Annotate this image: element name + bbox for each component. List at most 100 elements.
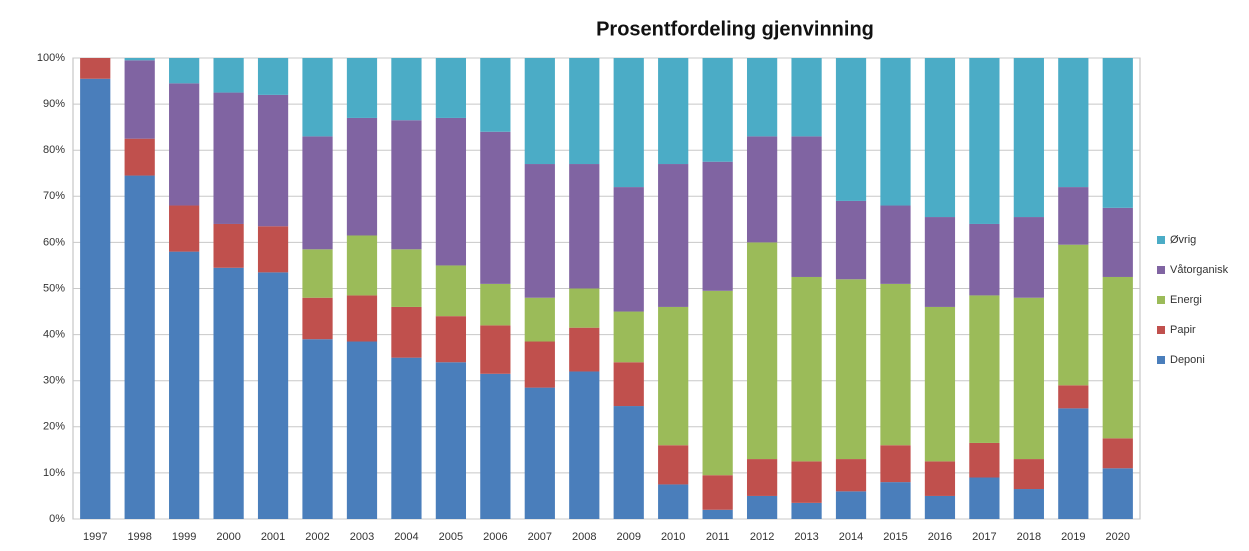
bar-segment	[835, 491, 867, 519]
bar-segment	[702, 509, 733, 519]
bar-segment	[1058, 408, 1089, 519]
bar-segment	[213, 58, 244, 93]
bar-segment	[746, 459, 778, 496]
y-tick-label: 50%	[43, 282, 65, 294]
bar-segment	[169, 83, 200, 206]
x-tick-label: 2015	[883, 531, 907, 543]
bar-segment	[880, 205, 911, 284]
legend-label: Våtorganisk	[1170, 264, 1229, 276]
y-tick-label: 80%	[43, 144, 65, 156]
bar-segment	[702, 290, 733, 476]
bar-segment	[124, 138, 155, 176]
bar-segment	[480, 373, 511, 519]
legend-swatch	[1157, 356, 1165, 364]
bar-segment	[658, 306, 689, 446]
bar-segment	[746, 136, 778, 243]
bar-segment	[213, 223, 244, 268]
bar-segment	[80, 78, 111, 520]
bar-segment	[302, 249, 333, 298]
bar-segment	[1058, 58, 1089, 188]
bar-segment	[302, 58, 333, 137]
legend-label: Papir	[1170, 324, 1196, 336]
legend-swatch	[1157, 296, 1165, 304]
legend-label: Energi	[1170, 294, 1202, 306]
x-tick-label: 2006	[483, 531, 507, 543]
bar-segment	[435, 58, 467, 118]
bar-segment	[613, 406, 644, 519]
bar-segment	[835, 58, 867, 201]
bar-segment	[613, 187, 644, 312]
y-tick-label: 90%	[43, 98, 65, 110]
bar-segment	[257, 94, 289, 227]
x-tick-label: 2004	[394, 531, 418, 543]
bar-segment	[1102, 468, 1133, 519]
bar-segment	[702, 475, 733, 510]
x-tick-label: 2007	[528, 531, 552, 543]
bar-segment	[969, 442, 1000, 478]
x-tick-label: 2012	[750, 531, 774, 543]
bar-segment	[924, 58, 956, 218]
x-tick-label: 2001	[261, 531, 285, 543]
bar-segment	[835, 459, 867, 492]
bar-segment	[435, 117, 467, 266]
bar-segment	[480, 58, 511, 132]
bar-segment	[1058, 385, 1089, 409]
y-tick-label: 0%	[49, 513, 65, 525]
bar-segment	[924, 461, 956, 496]
bar-segment	[124, 60, 155, 139]
bar-segment	[391, 120, 422, 250]
y-tick-label: 20%	[43, 421, 65, 433]
bar-segment	[302, 136, 333, 250]
bar-segment	[1013, 459, 1044, 490]
bar-segment	[435, 362, 467, 519]
bar-segment	[613, 311, 644, 363]
y-tick-label: 40%	[43, 329, 65, 341]
bar-segment	[880, 58, 911, 206]
bar-segment	[524, 387, 555, 519]
bar-segment	[391, 357, 422, 519]
y-tick-label: 70%	[43, 190, 65, 202]
bar-segment	[791, 276, 822, 462]
x-tick-label: 2000	[216, 531, 240, 543]
x-tick-label: 1998	[127, 531, 151, 543]
bar-segment	[746, 495, 778, 519]
x-tick-label: 2011	[706, 531, 730, 543]
bar-segment	[880, 482, 911, 519]
bar-segment	[346, 341, 378, 519]
x-tick-label: 2017	[972, 531, 996, 543]
bar-segment	[169, 251, 200, 519]
x-tick-label: 2019	[1061, 531, 1085, 543]
y-tick-label: 60%	[43, 236, 65, 248]
bar-segment	[702, 58, 733, 162]
bar-segment	[702, 161, 733, 291]
bar-segment	[835, 279, 867, 460]
bar-segment	[524, 297, 555, 342]
x-tick-label: 2014	[839, 531, 863, 543]
bar-segment	[302, 297, 333, 340]
bar-segment	[658, 484, 689, 519]
bar-segment	[524, 164, 555, 298]
bar-segment	[658, 58, 689, 165]
bar-segment	[1013, 297, 1044, 460]
bar-segment	[213, 92, 244, 224]
bar-segment	[969, 58, 1000, 224]
bar-segment	[924, 306, 956, 462]
bar-segment	[257, 58, 289, 95]
bar-segment	[1013, 58, 1044, 218]
bar-segment	[613, 362, 644, 407]
bar-segment	[257, 272, 289, 519]
x-tick-label: 2016	[928, 531, 952, 543]
bar-segment	[746, 242, 778, 460]
bar-segment	[924, 495, 956, 519]
bar-segment	[480, 131, 511, 284]
bar-segment	[569, 371, 600, 519]
bar-segment	[169, 205, 200, 252]
bar-segment	[391, 249, 422, 307]
bar-segment	[746, 58, 778, 137]
bar-segment	[569, 288, 600, 328]
bar-segment	[1102, 207, 1133, 277]
bar-segment	[1013, 217, 1044, 298]
bar-segment	[213, 267, 244, 519]
x-tick-label: 2009	[616, 531, 640, 543]
